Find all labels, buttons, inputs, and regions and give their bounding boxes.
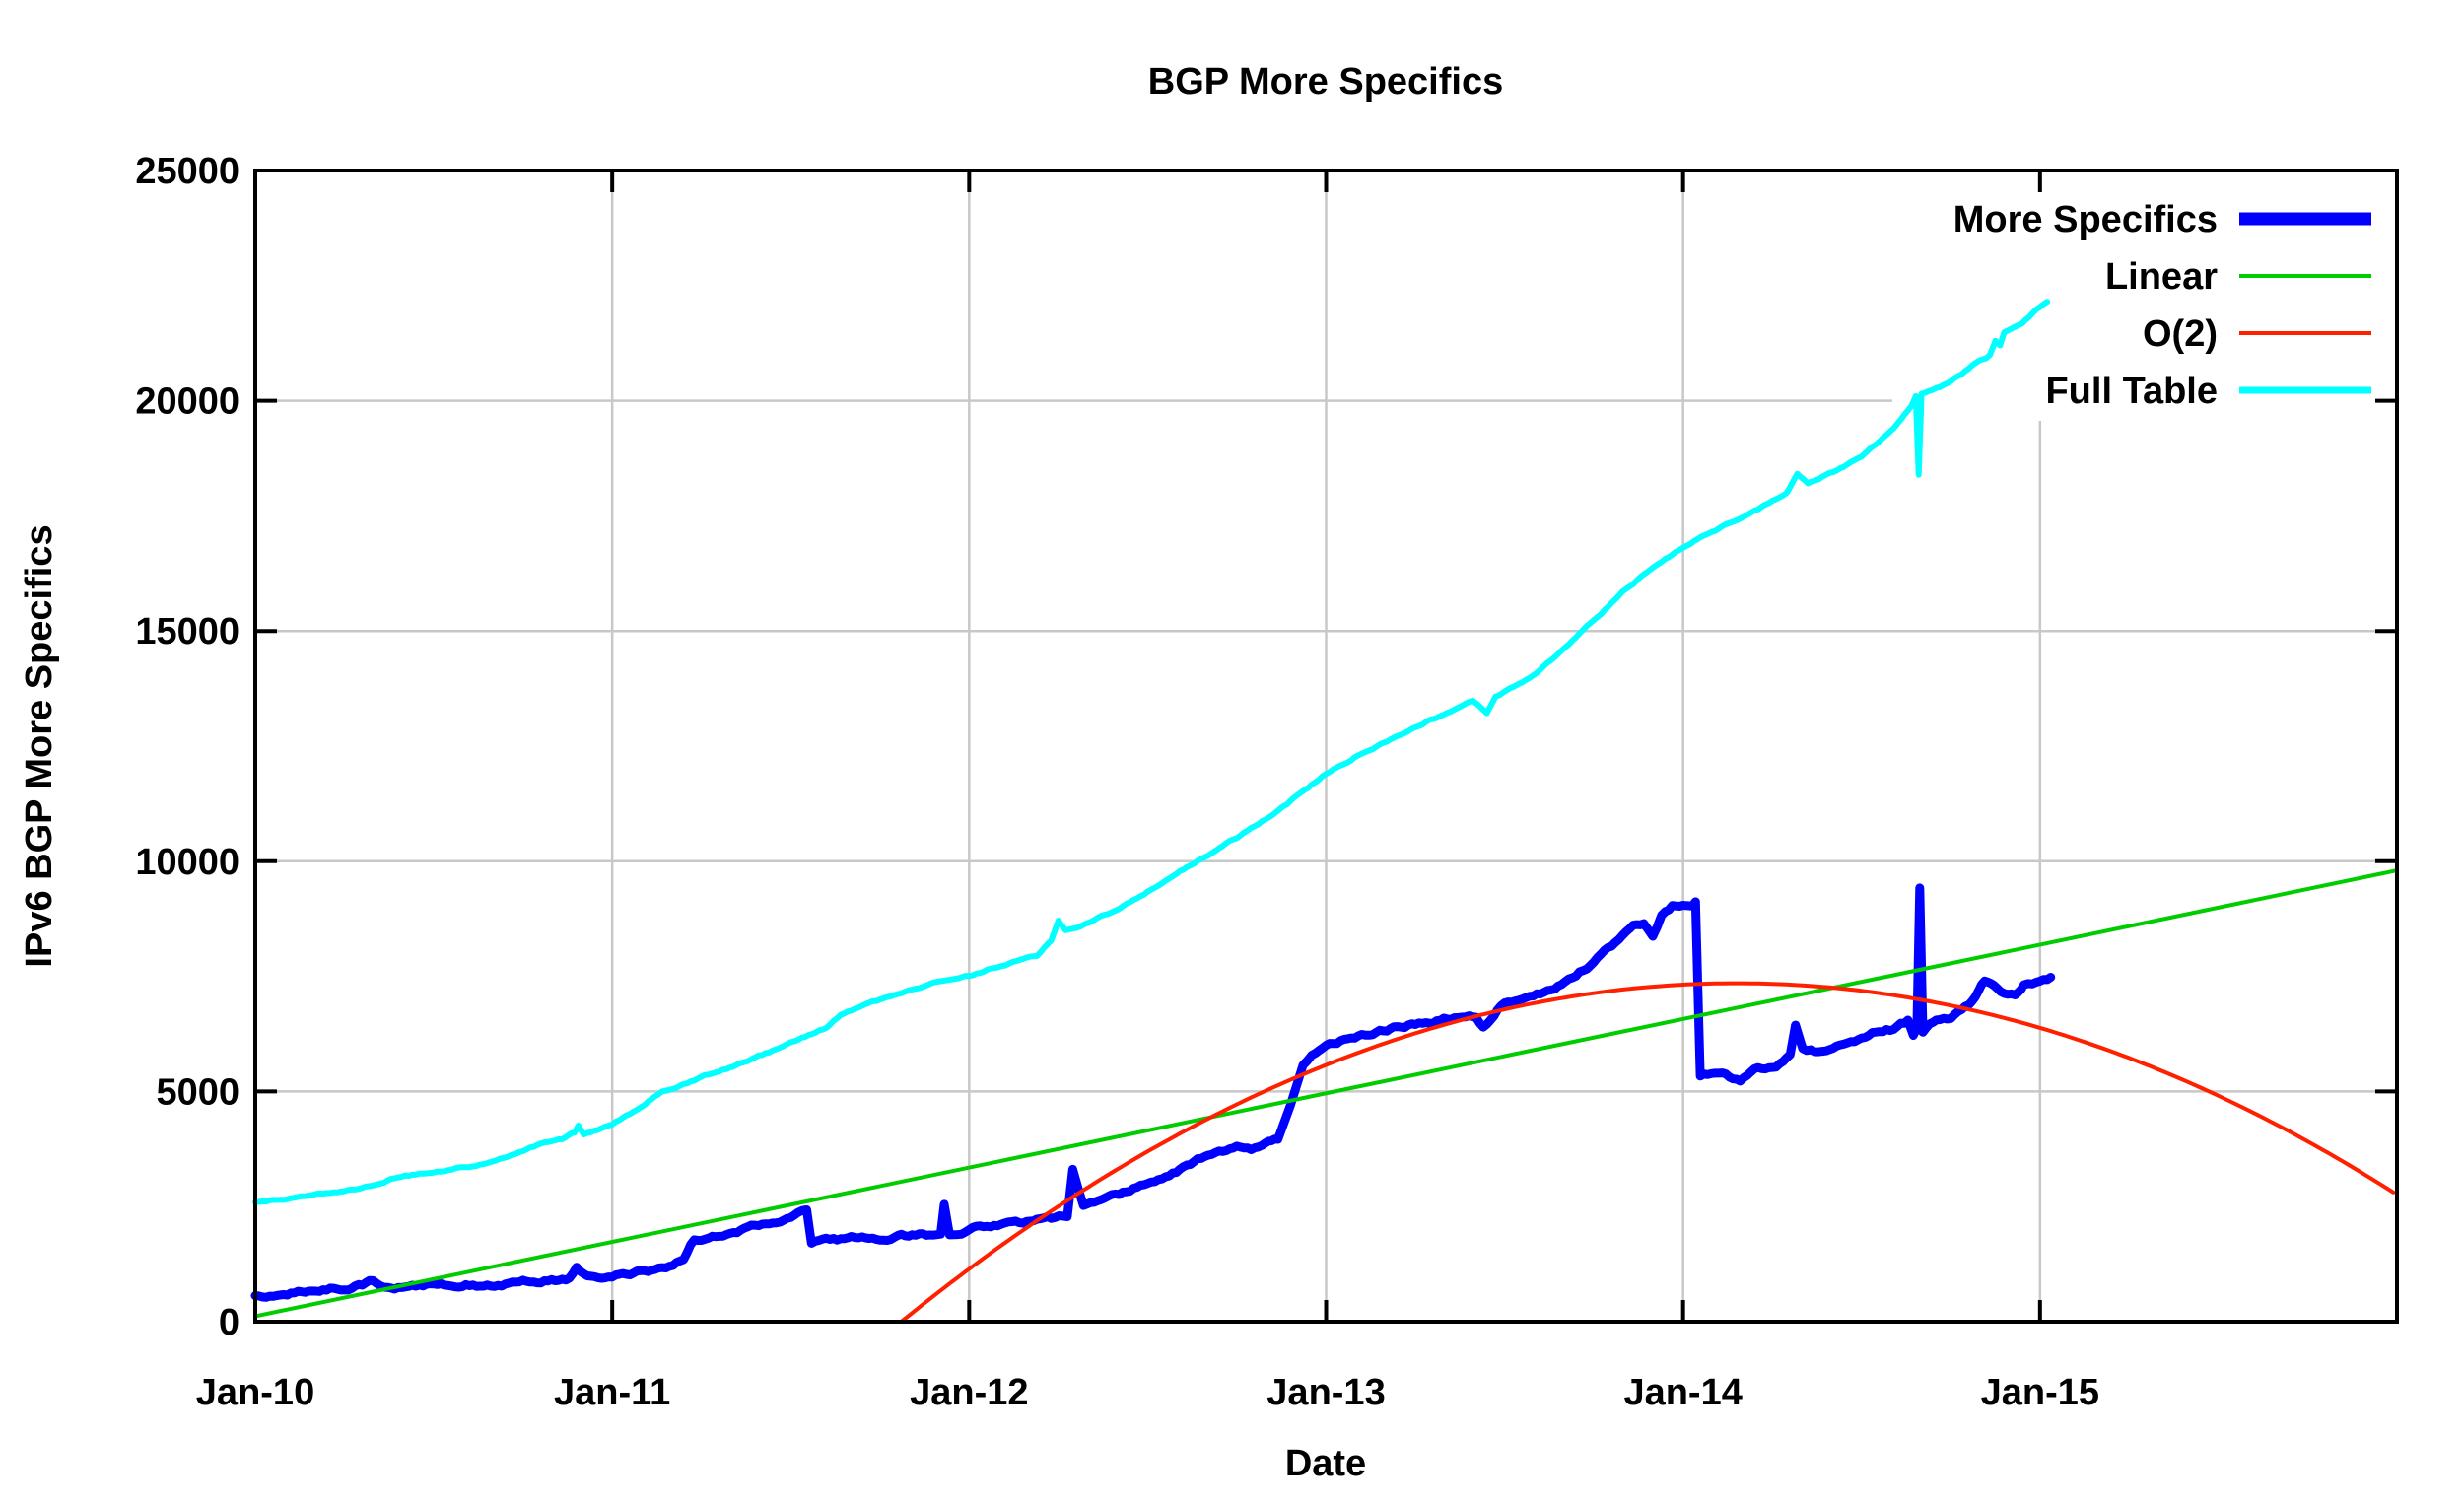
x-axis-label: Date — [1285, 1443, 1366, 1484]
grid-layer — [255, 171, 2397, 1322]
y-tick-label: 0 — [219, 1302, 240, 1343]
y-axis-label: IPv6 BGP More Specifics — [19, 524, 60, 967]
y-tick-label: 5000 — [156, 1071, 240, 1113]
series-full-table — [252, 299, 2051, 1205]
tick-label-layer: Jan-10 Jan-11 Jan-12 Jan-13 Jan-14 Jan-15 0 500… — [135, 151, 2099, 1413]
y-tick-label: 15000 — [135, 611, 240, 652]
legend-entry-full-table: Full Table — [2045, 371, 2371, 412]
x-tick-label: Jan-10 — [196, 1372, 314, 1413]
axis-layer — [253, 169, 2399, 1324]
legend-label-o-2-: O(2) — [2143, 313, 2218, 355]
series-more-specifics — [250, 883, 2056, 1302]
legend-entry-more-specifics: More Specifics — [1953, 199, 2371, 240]
legend-clear-box — [1892, 171, 2397, 421]
series-layer — [250, 299, 2399, 1324]
legend-entry-o-2-: O(2) — [2143, 313, 2371, 355]
legend-label-linear: Linear — [2105, 256, 2218, 298]
legend-label-more-specifics: More Specifics — [1953, 199, 2218, 240]
legend-entry-linear: Linear — [2105, 256, 2371, 298]
y-tick-label: 10000 — [135, 842, 240, 883]
legend-label-full-table: Full Table — [2045, 371, 2218, 412]
x-tick-label: Jan-11 — [554, 1372, 670, 1413]
series-o-2- — [899, 981, 2396, 1324]
legend: More Specifics Linear O(2) Full Table — [1953, 199, 2371, 412]
x-tick-label: Jan-15 — [1981, 1372, 2099, 1413]
x-tick-label: Jan-14 — [1623, 1372, 1742, 1413]
y-tick-label: 20000 — [135, 381, 240, 423]
x-tick-label: Jan-13 — [1266, 1372, 1385, 1413]
chart-title: BGP More Specifics — [1148, 61, 1503, 103]
series-linear — [253, 868, 2399, 1319]
y-tick-label: 25000 — [135, 151, 240, 192]
x-tick-label: Jan-12 — [910, 1372, 1028, 1413]
